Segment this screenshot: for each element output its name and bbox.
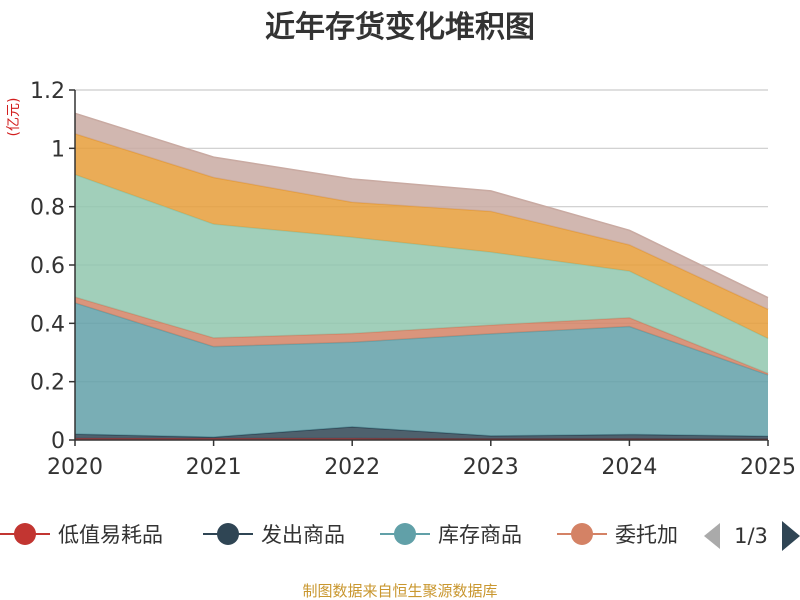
y-tick-label: 0.4	[30, 312, 65, 337]
area-series-5[interactable]	[75, 174, 768, 374]
x-tick-label: 2022	[324, 455, 380, 480]
x-tick-label: 2021	[186, 455, 242, 480]
pager-prev-icon[interactable]	[704, 523, 720, 549]
legend-label: 库存商品	[438, 523, 522, 547]
x-tick-label: 2020	[47, 455, 103, 480]
legend-circle-marker	[571, 523, 593, 545]
pager-next-icon[interactable]	[782, 521, 800, 551]
area-series-6[interactable]	[75, 133, 768, 339]
legend-pager: 1/3	[704, 521, 800, 551]
legend-circle-marker	[14, 523, 36, 545]
area-series-3[interactable]	[75, 302, 768, 438]
area-series-7-line	[74, 112, 769, 299]
legend-item[interactable]: 委托加	[557, 523, 678, 547]
legend-label: 低值易耗品	[58, 523, 163, 547]
y-tick-label: 0.2	[30, 371, 65, 396]
legend-item[interactable]: 库存商品	[380, 523, 522, 547]
chart-title: 近年存货变化堆积图	[265, 10, 535, 45]
legend-item[interactable]: 发出商品	[203, 523, 345, 547]
y-axis-unit: (亿元)	[6, 98, 22, 137]
y-tick-label: 1.2	[30, 79, 65, 104]
legend-label: 委托加	[615, 523, 678, 547]
legend-item[interactable]: 低值易耗品	[0, 523, 163, 547]
y-axis-tick-labels: 0 0.2 0.4 0.6 0.8 1 1.2	[30, 79, 65, 454]
y-tick-label: 1	[51, 137, 65, 162]
y-tick-label: 0.6	[30, 254, 65, 279]
x-tick-label: 2024	[601, 455, 657, 480]
area-series-4[interactable]	[75, 297, 768, 375]
x-tick-label: 2023	[463, 455, 519, 480]
x-tick-label: 2025	[740, 455, 796, 480]
legend-label: 发出商品	[261, 523, 345, 547]
area-series-2[interactable]	[75, 426, 768, 440]
y-tick-label: 0.8	[30, 196, 65, 221]
legend-circle-marker	[217, 523, 239, 545]
x-axis-tick-labels: 2020 2021 2022 2023 2024 2025	[47, 455, 796, 480]
legend: 低值易耗品 发出商品 库存商品 委托加	[0, 523, 678, 547]
legend-circle-marker	[394, 523, 416, 545]
source-note: 制图数据来自恒生聚源数据库	[302, 582, 497, 600]
axes	[69, 89, 769, 446]
area-series	[74, 112, 769, 440]
pager-page-text: 1/3	[734, 524, 768, 548]
y-tick-label: 0	[51, 429, 65, 454]
